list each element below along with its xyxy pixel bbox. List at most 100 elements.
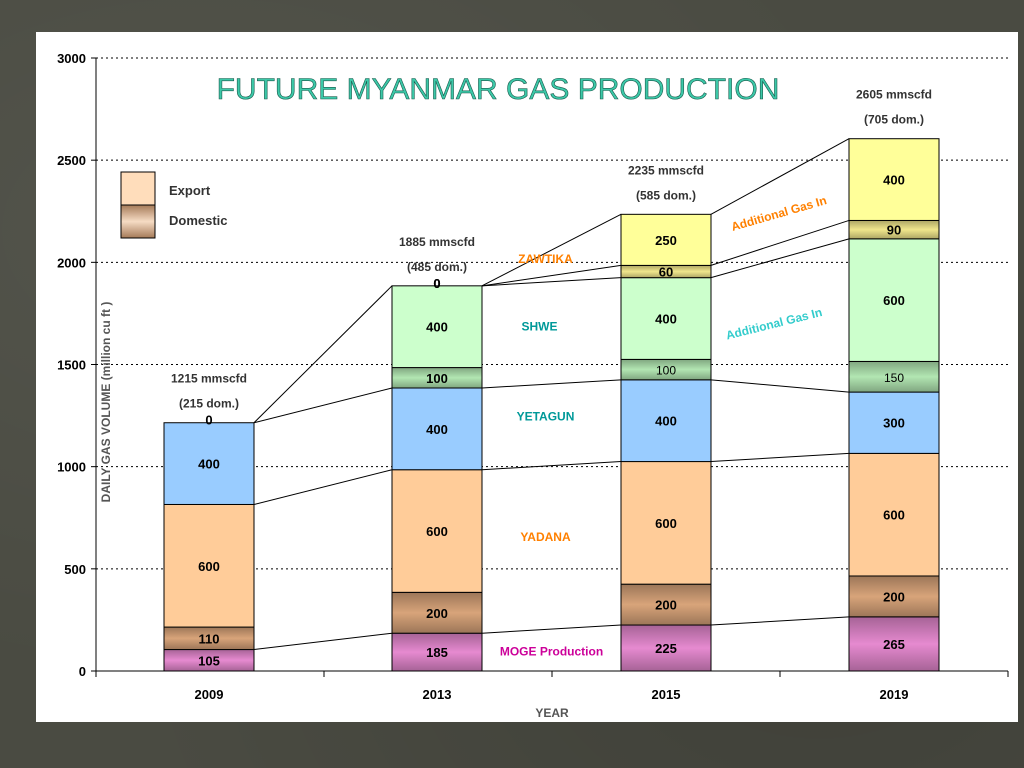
field-label-additional-gas-in: Additional Gas In	[724, 305, 823, 342]
segment-value-label: 400	[655, 414, 677, 429]
field-label-zawtika: ZAWTIKA	[518, 252, 573, 266]
segment-value-label: 185	[426, 645, 448, 660]
segment-value-label: 600	[655, 516, 677, 531]
connector-line-15	[710, 138, 850, 215]
segment-value-label: 250	[655, 233, 677, 248]
bar-segment-moge-production-2015	[620, 624, 712, 672]
segment-value-label: 600	[426, 524, 448, 539]
segment-value-label: 100	[656, 364, 676, 378]
x-tick-label: 2009	[195, 687, 224, 702]
bar-segment-yetagun-2019	[848, 391, 940, 454]
connector-line-13	[253, 285, 393, 424]
segment-value-label: 600	[883, 508, 905, 523]
connector-line-9	[481, 277, 622, 287]
connector-line-3	[253, 469, 393, 505]
y-tick-label: 1000	[57, 460, 86, 475]
bar-segment-moge-production-2019	[848, 616, 940, 672]
bar-segment-moge-production-2013	[391, 632, 483, 672]
bar-segment-yetagun-2015	[620, 379, 712, 463]
legend: Export Domestic	[120, 171, 228, 239]
connector-line-8	[710, 379, 850, 393]
connector-line-4	[481, 461, 622, 471]
y-tick-label: 500	[64, 562, 86, 577]
segment-value-label: 200	[883, 589, 905, 604]
connector-line-10	[710, 238, 850, 279]
segment-value-label: 265	[883, 637, 905, 652]
bar-segment-additional-gas-in-2019	[848, 138, 940, 221]
bar-segment-yetagun-2013	[391, 387, 483, 471]
connector-line-12	[710, 219, 850, 266]
field-label-yetagun: YETAGUN	[517, 410, 575, 424]
segment-value-label: 0	[205, 413, 212, 428]
field-label-shwe: SHWE	[522, 320, 558, 334]
total-dom-label: (585 dom.)	[636, 188, 696, 202]
bar-segment-shwe-2013	[391, 285, 483, 369]
bar-segment-yadana-2015	[620, 583, 712, 626]
x-tick-label: 2013	[423, 687, 452, 702]
connector-line-6	[253, 387, 393, 424]
bar-segment-shwe-2019	[848, 238, 940, 362]
y-tick-label: 2500	[57, 153, 86, 168]
bar-segment-yadana-2015	[620, 461, 712, 585]
segment-value-label: 200	[655, 598, 677, 613]
total-label: 1215 mmscfd	[171, 372, 247, 386]
segment-value-label: 600	[198, 559, 220, 574]
field-label-additional-gas-in: Additional Gas In	[730, 193, 829, 234]
y-axis-title: DAILY GAS VOLUME (million cu ft )	[99, 302, 113, 503]
connector-line-1	[481, 624, 622, 634]
field-label-moge-production: MOGE Production	[500, 645, 603, 659]
segment-value-label: 400	[883, 173, 905, 188]
connector-line-11	[481, 264, 622, 287]
legend-swatch-export	[120, 171, 156, 206]
segment-value-label: 105	[198, 653, 220, 668]
segment-value-label: 100	[426, 371, 448, 386]
gas-production-chart: 0500100015002000250030001051106004000185…	[57, 51, 1009, 720]
y-tick-label: 1500	[57, 358, 86, 373]
segment-value-label: 200	[426, 606, 448, 621]
segment-value-label: 600	[883, 293, 905, 308]
bar-segment-yadana-2009	[163, 503, 255, 628]
segment-value-label: 90	[887, 223, 901, 238]
bar-segment-yadana-2013	[391, 469, 483, 593]
segment-value-label: 0	[433, 276, 440, 291]
segment-value-label: 150	[884, 371, 904, 385]
segment-value-label: 400	[198, 457, 220, 472]
x-tick-label: 2019	[880, 687, 909, 702]
segment-value-label: 400	[426, 320, 448, 335]
connector-line-2	[710, 616, 850, 626]
segment-value-label: 400	[655, 312, 677, 327]
bar-segment-shwe-2019	[848, 360, 940, 393]
segment-value-label: 60	[659, 265, 673, 280]
chart-panel: 0 500 1000 1500 2000 2500 3000 105 110 600 400 0 185…	[36, 32, 1018, 722]
bar-segment-yadana-2019	[848, 575, 940, 618]
y-tick-label: 3000	[57, 51, 86, 66]
bar-segment-yetagun-2009	[163, 422, 255, 505]
segment-value-label: 225	[655, 641, 677, 656]
total-label: 1885 mmscfd	[399, 235, 475, 249]
y-tick-label: 0	[79, 664, 86, 679]
connector-line-5	[710, 452, 850, 463]
chart-title: FUTURE MYANMAR GAS PRODUCTION	[217, 73, 780, 106]
legend-label-domestic: Domestic	[169, 213, 228, 228]
connector-line-14	[481, 213, 622, 287]
total-label: 2605 mmscfd	[856, 88, 932, 102]
total-dom-label: (215 dom.)	[179, 397, 239, 411]
total-dom-label: (485 dom.)	[407, 260, 467, 274]
total-label: 2235 mmscfd	[628, 163, 704, 177]
connector-line-0	[253, 632, 393, 651]
segment-value-label: 110	[199, 631, 220, 646]
segment-value-label: 400	[426, 422, 448, 437]
field-label-yadana: YADANA	[520, 530, 571, 544]
y-tick-label: 2000	[57, 255, 86, 270]
segment-value-label: 0	[433, 276, 440, 291]
bar-segment-additional-gas-in-2015	[620, 213, 712, 266]
legend-swatch-domestic	[120, 204, 156, 239]
total-dom-label: (705 dom.)	[864, 113, 924, 127]
connector-line-7	[481, 379, 622, 389]
bar-segment-yadana-2013	[391, 591, 483, 634]
x-tick-label: 2015	[652, 687, 681, 702]
x-axis-title: YEAR	[535, 706, 569, 720]
bar-segment-yadana-2019	[848, 452, 940, 577]
segment-value-label: 300	[883, 416, 905, 431]
legend-label-export: Export	[169, 183, 211, 198]
